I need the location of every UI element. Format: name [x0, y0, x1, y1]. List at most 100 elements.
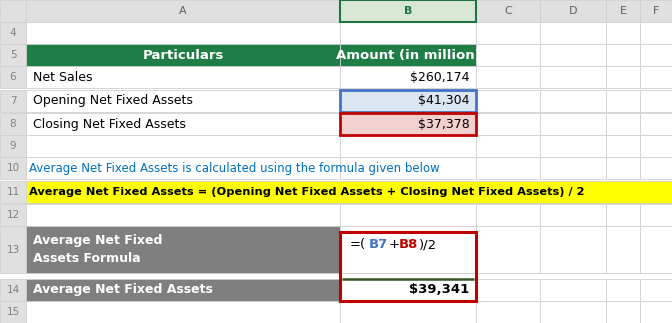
Bar: [340, 226, 476, 273]
Bar: [340, 89, 476, 112]
Text: Average Net Fixed Assets: Average Net Fixed Assets: [33, 284, 212, 297]
Bar: [26, 135, 340, 157]
Text: Average Net Fixed Assets is calculated using the formula given below: Average Net Fixed Assets is calculated u…: [30, 162, 440, 175]
Bar: [26, 22, 340, 44]
Bar: [0, 301, 26, 323]
Bar: [476, 113, 540, 135]
Bar: [476, 22, 540, 44]
Text: $260,174: $260,174: [410, 70, 469, 84]
Text: 9: 9: [9, 141, 16, 151]
Bar: [26, 181, 340, 203]
Bar: [340, 232, 476, 301]
Bar: [340, 113, 476, 135]
Bar: [540, 135, 606, 157]
Bar: [476, 66, 540, 88]
Bar: [476, 226, 540, 273]
Bar: [340, 113, 476, 135]
Text: +: +: [389, 238, 400, 251]
Bar: [606, 89, 640, 112]
Bar: [340, 113, 476, 135]
Bar: [476, 204, 540, 226]
Text: B: B: [404, 6, 412, 16]
Bar: [26, 279, 340, 301]
Text: 4: 4: [9, 28, 16, 38]
Bar: [0, 157, 26, 179]
Bar: [340, 301, 476, 323]
Text: 5: 5: [9, 50, 16, 60]
Text: A: A: [179, 6, 187, 16]
Bar: [640, 279, 672, 301]
Bar: [640, 157, 672, 179]
Bar: [540, 44, 606, 66]
Bar: [606, 0, 640, 22]
Bar: [606, 157, 640, 179]
Bar: [540, 89, 606, 112]
Bar: [640, 89, 672, 112]
Bar: [340, 66, 476, 88]
Bar: [476, 181, 540, 203]
Bar: [0, 135, 26, 157]
Bar: [26, 66, 340, 88]
Bar: [640, 204, 672, 226]
Bar: [26, 44, 340, 66]
Bar: [606, 301, 640, 323]
Bar: [540, 181, 606, 203]
Bar: [540, 0, 606, 22]
Bar: [0, 226, 26, 273]
Bar: [0, 204, 26, 226]
Bar: [26, 226, 340, 273]
Bar: [540, 66, 606, 88]
Bar: [540, 113, 606, 135]
Bar: [640, 0, 672, 22]
Bar: [476, 44, 540, 66]
Bar: [0, 22, 26, 44]
Text: Closing Net Fixed Assets: Closing Net Fixed Assets: [33, 118, 185, 130]
Bar: [26, 204, 340, 226]
Text: Average Net Fixed
Assets Formula: Average Net Fixed Assets Formula: [33, 234, 162, 265]
Bar: [540, 226, 606, 273]
Text: )/2: )/2: [419, 238, 437, 251]
Bar: [340, 22, 476, 44]
Bar: [476, 135, 540, 157]
Bar: [606, 113, 640, 135]
Bar: [540, 279, 606, 301]
Text: 10: 10: [7, 163, 19, 173]
Bar: [540, 22, 606, 44]
Bar: [606, 181, 640, 203]
Bar: [26, 157, 340, 179]
Text: F: F: [653, 6, 659, 16]
Bar: [606, 22, 640, 44]
Bar: [26, 113, 340, 135]
Text: Particulars: Particulars: [142, 48, 224, 62]
Text: 6: 6: [9, 72, 16, 82]
Text: 14: 14: [6, 285, 19, 295]
Text: B8: B8: [398, 238, 418, 251]
Text: B7: B7: [369, 238, 388, 251]
Bar: [340, 181, 476, 203]
Text: =(: =(: [350, 238, 366, 251]
Text: $39,341: $39,341: [409, 284, 469, 297]
Bar: [26, 0, 340, 22]
Bar: [340, 0, 476, 22]
Text: Opening Net Fixed Assets: Opening Net Fixed Assets: [33, 94, 193, 107]
Bar: [540, 157, 606, 179]
Bar: [340, 157, 476, 179]
Bar: [640, 44, 672, 66]
Bar: [540, 301, 606, 323]
Bar: [476, 0, 540, 22]
Bar: [26, 44, 340, 66]
Bar: [640, 66, 672, 88]
Bar: [606, 204, 640, 226]
Bar: [640, 113, 672, 135]
Bar: [340, 0, 476, 22]
Bar: [340, 279, 476, 301]
Bar: [476, 89, 540, 112]
Bar: [640, 181, 672, 203]
Bar: [606, 44, 640, 66]
Text: $37,378: $37,378: [417, 118, 469, 130]
Text: 13: 13: [6, 245, 19, 255]
Bar: [606, 66, 640, 88]
Bar: [606, 279, 640, 301]
Bar: [0, 44, 26, 66]
Bar: [476, 157, 540, 179]
